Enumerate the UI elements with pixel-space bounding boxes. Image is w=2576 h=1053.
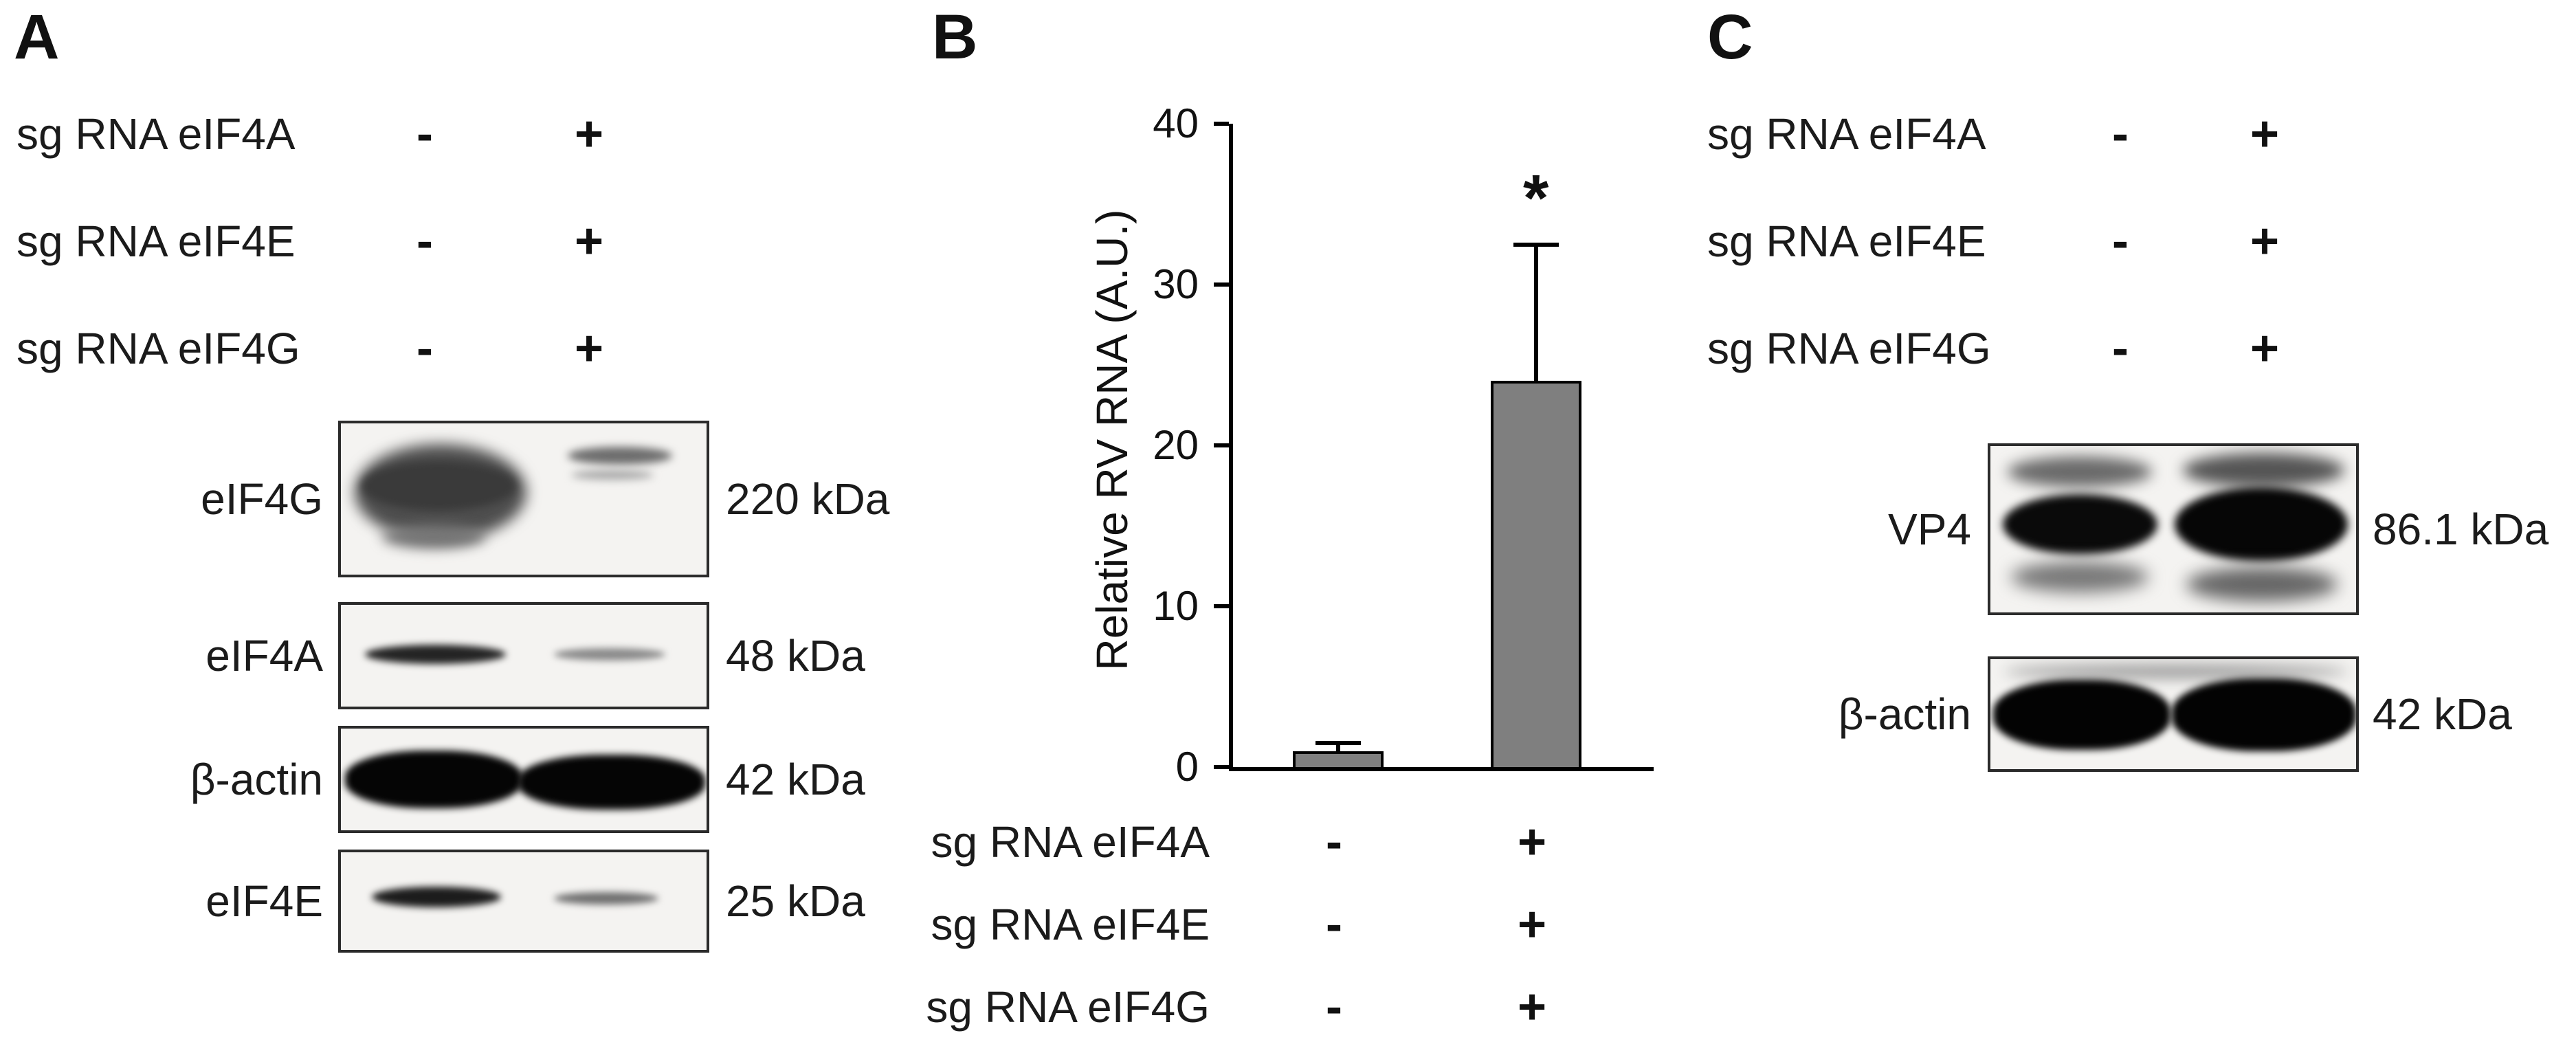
protein-label-eif4e: eIF4E xyxy=(206,876,323,926)
mw-label-86kda: 86.1 kDa xyxy=(2373,505,2549,554)
blot-vp4 xyxy=(1988,443,2359,615)
blot-band xyxy=(2186,567,2338,601)
mw-label-42kda: 42 kDa xyxy=(726,755,865,804)
condition-label: sg RNA eIF4E xyxy=(931,900,1210,949)
condition-label: sg RNA eIF4E xyxy=(1707,217,1986,266)
protein-label-bactin-c: β-actin xyxy=(1838,689,1971,739)
condition-label: sg RNA eIF4E xyxy=(16,217,296,266)
lane-sign-plus: + xyxy=(1517,979,1547,1034)
condition-label: sg RNA eIF4A xyxy=(931,817,1210,867)
y-axis-tick-label: 40 xyxy=(1153,100,1199,146)
blot-eif4a xyxy=(338,602,709,709)
mw-label-25kda: 25 kDa xyxy=(726,876,865,926)
protein-label-bactin: β-actin xyxy=(190,755,323,804)
blot-band xyxy=(365,645,506,664)
chart-bar xyxy=(1293,751,1384,767)
lane-sign-minus: - xyxy=(417,214,433,269)
y-axis-tick xyxy=(1214,282,1229,287)
error-bar-cap xyxy=(1315,740,1361,745)
condition-row: sg RNA eIF4A - + xyxy=(1707,103,2360,165)
y-axis-tick xyxy=(1214,443,1229,447)
blot-eif4e xyxy=(338,850,709,953)
condition-label: sg RNA eIF4A xyxy=(1707,109,1986,159)
lane-sign-plus: + xyxy=(574,214,604,269)
y-axis-tick xyxy=(1214,604,1229,608)
blot-band xyxy=(2172,678,2356,751)
protein-label-eif4g: eIF4G xyxy=(201,474,323,524)
lane-sign-plus: + xyxy=(574,107,604,162)
blot-eif4g xyxy=(338,421,709,577)
y-axis-tick xyxy=(1214,765,1229,769)
lane-sign-minus: - xyxy=(417,321,433,376)
condition-row: sg RNA eIF4G - + xyxy=(16,318,635,379)
chart-bar xyxy=(1490,381,1581,767)
blot-band xyxy=(554,648,665,661)
lane-sign-minus: - xyxy=(417,107,433,162)
blot-band xyxy=(554,892,658,905)
blot-band xyxy=(571,470,654,480)
blot-band xyxy=(518,755,705,810)
lane-sign-minus: - xyxy=(2112,321,2129,376)
condition-row: sg RNA eIF4A - + xyxy=(16,103,635,165)
lane-sign-minus: - xyxy=(1326,897,1342,952)
blot-band xyxy=(2003,494,2157,555)
lane-sign-plus: + xyxy=(1517,814,1547,869)
lane-sign-plus: + xyxy=(1517,897,1547,952)
blot-bactin-c xyxy=(1988,656,2359,772)
condition-label: sg RNA eIF4A xyxy=(16,109,296,159)
lane-sign-minus: - xyxy=(2112,107,2129,162)
panel-b-label: B xyxy=(932,2,978,72)
blot-band xyxy=(345,751,522,808)
blot-band xyxy=(2004,665,2348,678)
lane-sign-minus: - xyxy=(1326,979,1342,1034)
blot-band xyxy=(372,887,501,907)
condition-row: sg RNA eIF4E - + xyxy=(16,210,635,272)
blot-bactin-a xyxy=(338,726,709,833)
y-axis-tick-label: 20 xyxy=(1153,422,1199,468)
significance-star: * xyxy=(1522,161,1549,235)
blot-band xyxy=(2011,562,2148,592)
condition-label: sg RNA eIF4G xyxy=(1707,324,1991,373)
error-bar xyxy=(1336,742,1340,754)
condition-label: sg RNA eIF4G xyxy=(926,982,1210,1032)
error-bar xyxy=(1533,244,1538,384)
plot-area: 0 10 20 30 40 * xyxy=(1153,102,1654,789)
blot-band xyxy=(2175,487,2348,562)
protein-label-vp4: VP4 xyxy=(1888,505,1971,554)
lane-sign-plus: + xyxy=(574,321,604,376)
lane-sign-minus: - xyxy=(1326,814,1342,869)
lane-sign-plus: + xyxy=(2250,214,2280,269)
error-bar-cap xyxy=(1513,242,1559,247)
blot-band xyxy=(2008,456,2152,487)
mw-label-220kda: 220 kDa xyxy=(726,474,890,524)
blot-band xyxy=(382,525,485,548)
mw-label-48kda: 48 kDa xyxy=(726,631,865,680)
lane-sign-minus: - xyxy=(2112,214,2129,269)
condition-row: sg RNA eIF4E - + xyxy=(1707,210,2360,272)
panel-c-label: C xyxy=(1707,2,1753,72)
protein-label-eif4a: eIF4A xyxy=(206,631,323,680)
y-axis-tick xyxy=(1214,122,1229,126)
y-axis-tick-label: 0 xyxy=(1175,744,1199,790)
blot-band xyxy=(2183,453,2344,487)
lane-sign-plus: + xyxy=(2250,321,2280,376)
condition-label: sg RNA eIF4G xyxy=(16,324,300,373)
y-axis-tick-label: 10 xyxy=(1153,583,1199,629)
blot-band xyxy=(568,447,672,465)
blot-band xyxy=(1993,680,2170,750)
panel-a-label: A xyxy=(14,2,60,72)
condition-row: sg RNA eIF4G - + xyxy=(1707,318,2360,379)
lane-sign-plus: + xyxy=(2250,107,2280,162)
blot-band xyxy=(362,461,516,511)
mw-label-42kda-c: 42 kDa xyxy=(2373,689,2512,739)
y-axis-tick-label: 30 xyxy=(1153,261,1199,307)
